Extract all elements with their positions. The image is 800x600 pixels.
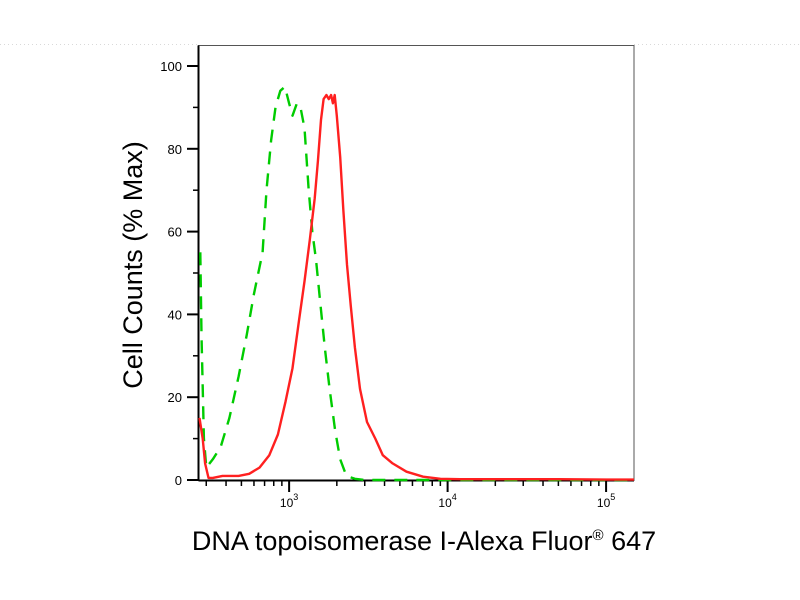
x-tick-label: 104 (438, 492, 456, 510)
x-tick-label-exponent: 4 (452, 492, 457, 502)
x-tick-label: 105 (597, 492, 615, 510)
series-layer (198, 85, 634, 482)
x-axis-title: DNA topoisomerase I-Alexa Fluor® 647 (192, 526, 656, 556)
y-tick-label: 0 (175, 473, 182, 488)
x-axis-title-superscript: ® (593, 527, 604, 544)
y-tick-label: 80 (168, 142, 182, 157)
x-tick-label-exponent: 3 (293, 492, 298, 502)
series-line-1 (199, 85, 634, 482)
x-tick-label-exponent: 5 (610, 492, 615, 502)
x-axis-title-suffix: 647 (604, 526, 657, 556)
y-tick-label: 100 (160, 59, 182, 74)
plot-frame (198, 45, 635, 481)
x-tick-label-base: 10 (280, 496, 294, 510)
x-tick-label-base: 10 (438, 496, 452, 510)
x-axis: 103 104 105 (205, 480, 615, 510)
y-tick-label: 60 (168, 225, 182, 240)
x-axis-title-main: DNA topoisomerase I-Alexa Fluor (192, 526, 593, 556)
y-axis-title: Cell Counts (% Max) (118, 141, 148, 389)
x-tick-label-base: 10 (597, 496, 611, 510)
series-line-2 (198, 93, 634, 481)
y-tick-label: 40 (168, 307, 182, 322)
y-axis: 0 20 40 60 80 100 (160, 59, 199, 488)
x-tick-label: 103 (280, 492, 298, 510)
y-tick-label: 20 (168, 390, 182, 405)
